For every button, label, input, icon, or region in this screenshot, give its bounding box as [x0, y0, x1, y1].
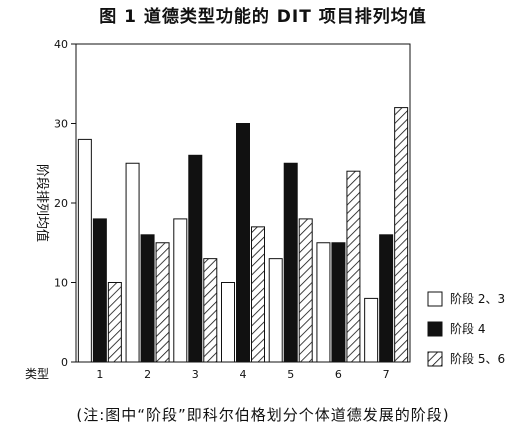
- x-tick-label: 6: [335, 368, 342, 381]
- bar: [316, 242, 331, 363]
- bar: [379, 234, 394, 363]
- bar: [155, 242, 170, 363]
- y-tick-label: 20: [54, 197, 68, 210]
- bar: [251, 226, 265, 363]
- bars: [77, 107, 409, 363]
- legend: 阶段 2、3 阶段 4 阶段 5、6: [427, 291, 505, 367]
- legend-swatch: [427, 321, 443, 337]
- y-tick-label: 30: [54, 118, 68, 131]
- bar: [298, 218, 313, 363]
- bar: [221, 282, 235, 363]
- bar: [140, 234, 155, 363]
- figure-note: (注:图中“阶段”即科尔伯格划分个体道德发展的阶段): [76, 406, 450, 424]
- bar: [203, 258, 218, 363]
- bar: [236, 123, 250, 363]
- x-tick-label: 2: [144, 368, 151, 381]
- x-axis-label: 类型: [25, 367, 49, 381]
- x-tick-label: 7: [383, 368, 390, 381]
- bar: [107, 282, 122, 363]
- bar: [188, 154, 203, 363]
- bar: [283, 162, 298, 363]
- legend-label: 阶段 4: [450, 321, 485, 336]
- bar: [364, 297, 379, 363]
- bar: [268, 258, 283, 363]
- legend-swatch: [427, 291, 443, 307]
- bar: [77, 138, 92, 363]
- bar: [346, 170, 361, 363]
- y-axis-label: 阶段排列均值: [34, 164, 50, 242]
- legend-label: 阶段 5、6: [450, 351, 505, 366]
- bar: [125, 162, 140, 363]
- x-tick-label: 5: [287, 368, 294, 381]
- y-tick-label: 10: [54, 277, 68, 290]
- legend-label: 阶段 2、3: [450, 291, 505, 306]
- x-tick-label: 4: [240, 368, 247, 381]
- legend-swatch: [427, 351, 443, 367]
- bar: [394, 107, 409, 363]
- y-tick-label: 0: [61, 356, 68, 369]
- x-tick-label: 3: [192, 368, 199, 381]
- x-tick-label: 1: [96, 368, 103, 381]
- bar: [173, 218, 188, 363]
- y-tick-label: 40: [54, 38, 68, 51]
- figure-title: 图 1 道德类型功能的 DIT 项目排列均值: [99, 7, 427, 27]
- bar: [92, 218, 107, 363]
- bar: [331, 242, 346, 363]
